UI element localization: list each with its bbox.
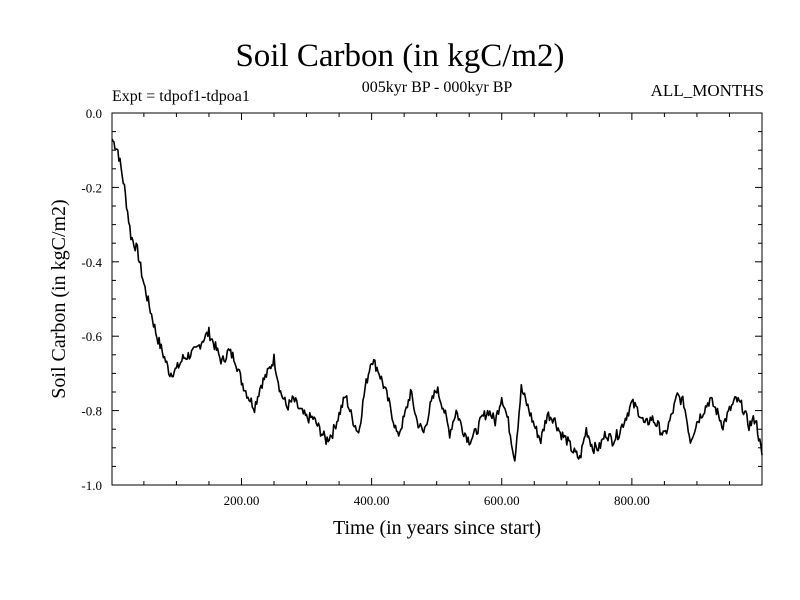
series-line (111, 138, 763, 462)
x-tick-label: 400.00 (354, 493, 390, 508)
y-tick-label: -0.4 (81, 255, 102, 270)
chart-subtitle: 005kyr BP - 000kyr BP (361, 79, 513, 96)
x-axis-label: Time (in years since start) (332, 517, 542, 539)
tick-labels: 200.00 400.00 600.00 800.00 0.0 -0.2 -0.4 -0.6 -… (81, 106, 649, 508)
plot-frame (111, 112, 763, 486)
y-tick-label: -0.8 (81, 404, 102, 419)
y-tick-label: -0.2 (81, 180, 102, 195)
series-lines (111, 138, 763, 462)
y-tick-label: -1.0 (81, 478, 102, 493)
x-tick-label: 600.00 (484, 493, 520, 508)
months-label: ALL_MONTHS (650, 81, 764, 100)
y-tick-label: -0.6 (81, 329, 102, 344)
chart-title: Soil Carbon (in kgC/m2) (235, 38, 565, 74)
axis-ticks (112, 112, 762, 486)
experiment-label: Expt = tdpof1-tdpoa1 (112, 88, 250, 105)
y-tick-label: 0.0 (86, 106, 102, 121)
x-tick-label: 200.00 (224, 493, 260, 508)
x-tick-label: 800.00 (614, 493, 650, 508)
